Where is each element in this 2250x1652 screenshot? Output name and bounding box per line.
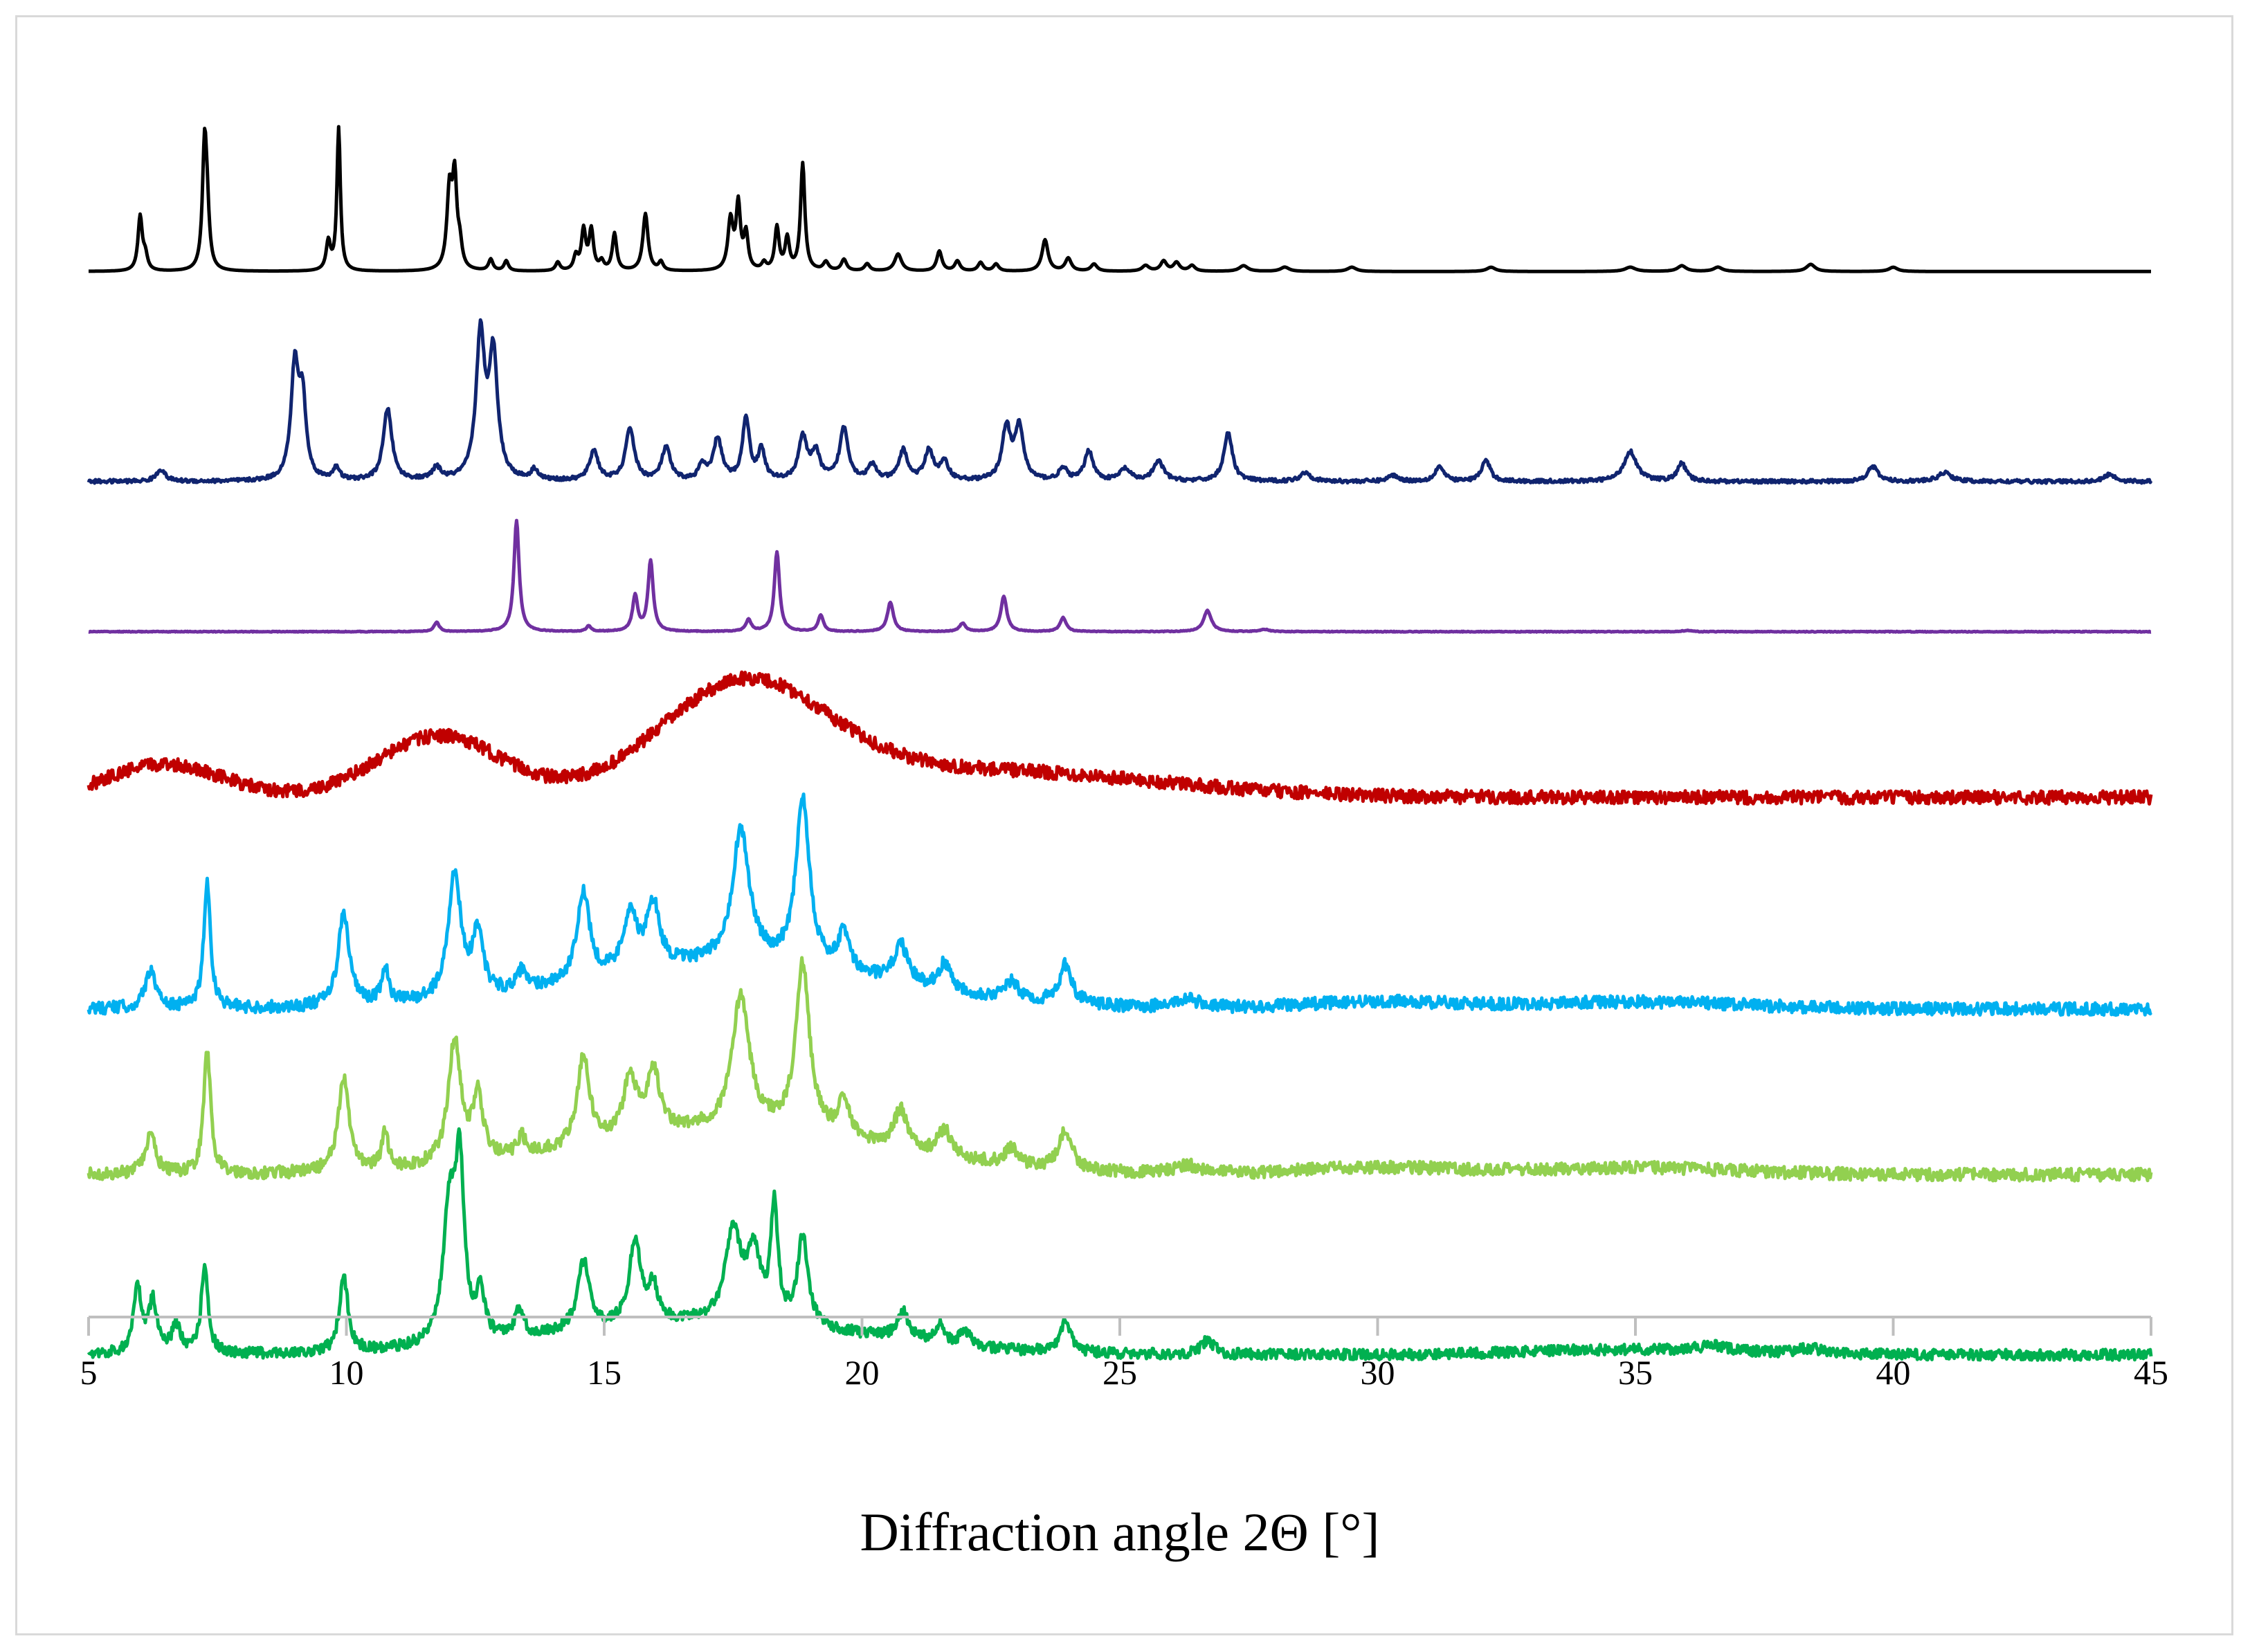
x-tick-label: 10 [329,1353,364,1392]
x-tick-label: 15 [587,1353,622,1392]
series-line-2 [87,318,2153,485]
x-tick-label: 40 [1876,1353,1911,1392]
x-axis-title: Diffraction angle 2Θ [°] [860,1502,1380,1562]
series-line-4 [87,670,2153,806]
x-tick-label: 30 [1361,1353,1395,1392]
x-axis-ticks: 5 10 15 20 25 30 35 40 45 [80,1317,2168,1392]
x-tick-label: 35 [1618,1353,1653,1392]
series-line-6 [87,956,2153,1183]
x-tick-label: 45 [2134,1353,2168,1392]
x-tick-label: 20 [845,1353,880,1392]
series-line-5 [87,792,2152,1017]
series-line-3 [87,518,2152,634]
x-tick-label: 5 [80,1353,98,1392]
figure-frame [15,15,2233,1635]
series-layer [87,125,2153,1362]
series-line-1 [87,125,2152,273]
x-tick-label: 25 [1103,1353,1137,1392]
